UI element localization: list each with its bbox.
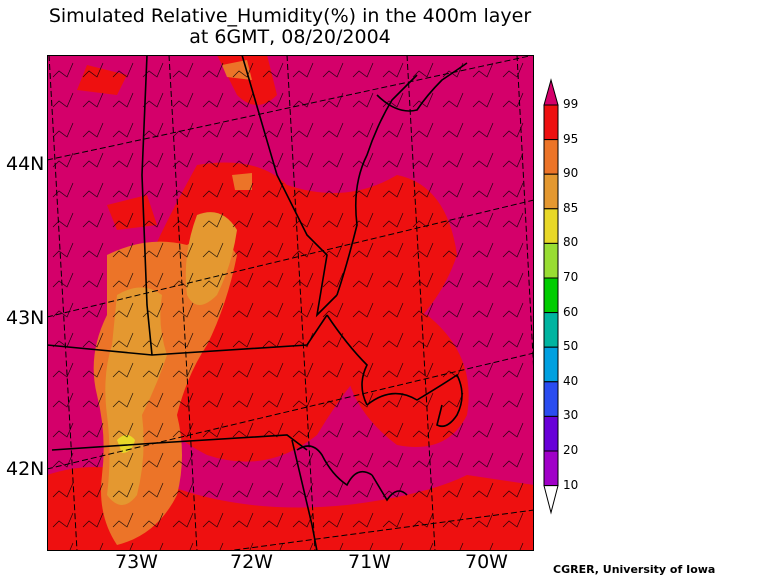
- colorbar-level-label: 90: [563, 166, 579, 181]
- colorbar: [543, 78, 559, 515]
- lon-label-73w: 73W: [115, 551, 158, 573]
- colorbar-box: [543, 312, 559, 348]
- colorbar-box: [543, 139, 559, 175]
- colorbar-box: [543, 242, 559, 279]
- map-title-line2: at 6GMT, 08/20/2004: [189, 26, 391, 48]
- map-title-line1: Simulated Relative_Humidity(%) in the 40…: [48, 5, 532, 27]
- lon-label-72w: 72W: [230, 551, 273, 573]
- colorbar-level-label: 70: [563, 270, 579, 284]
- colorbar-box: [543, 277, 559, 314]
- colorbar-level-label: 20: [563, 443, 579, 457]
- colorbar-level-label: 40: [563, 373, 579, 388]
- colorbar-box: [543, 208, 559, 244]
- colorbar-level-label: 30: [563, 408, 579, 423]
- colorbar-level-label: 10: [563, 477, 579, 492]
- lat-label-44n: 44N: [6, 153, 45, 175]
- colorbar-bottom-arrow: [543, 485, 559, 515]
- credit-text: CGRER, University of Iowa: [553, 563, 716, 576]
- colorbar-box: [543, 450, 559, 487]
- state-borders: [47, 55, 468, 551]
- colorbar-box: [543, 173, 559, 210]
- colorbar-level-label: 99: [563, 97, 579, 111]
- colorbar-top-arrow: [543, 78, 559, 106]
- colorbar-box: [543, 381, 559, 417]
- map-frame: [47, 55, 534, 551]
- lon-label-71w: 71W: [348, 551, 391, 573]
- colorbar-level-label: 85: [563, 200, 579, 215]
- wind-barbs-overlay: [47, 55, 534, 551]
- colorbar-level-label: 50: [563, 339, 579, 354]
- lat-label-42n: 42N: [6, 458, 45, 480]
- lat-label-43n: 43N: [6, 307, 45, 329]
- lon-label-70w: 70W: [465, 551, 508, 573]
- colorbar-level-label: 60: [563, 304, 579, 319]
- colorbar-box: [543, 346, 559, 383]
- humidity-map: [47, 55, 534, 551]
- colorbar-box: [543, 415, 559, 452]
- colorbar-level-label: 95: [563, 131, 579, 146]
- colorbar-box: [543, 104, 559, 141]
- colorbar-level-label: 80: [563, 235, 579, 250]
